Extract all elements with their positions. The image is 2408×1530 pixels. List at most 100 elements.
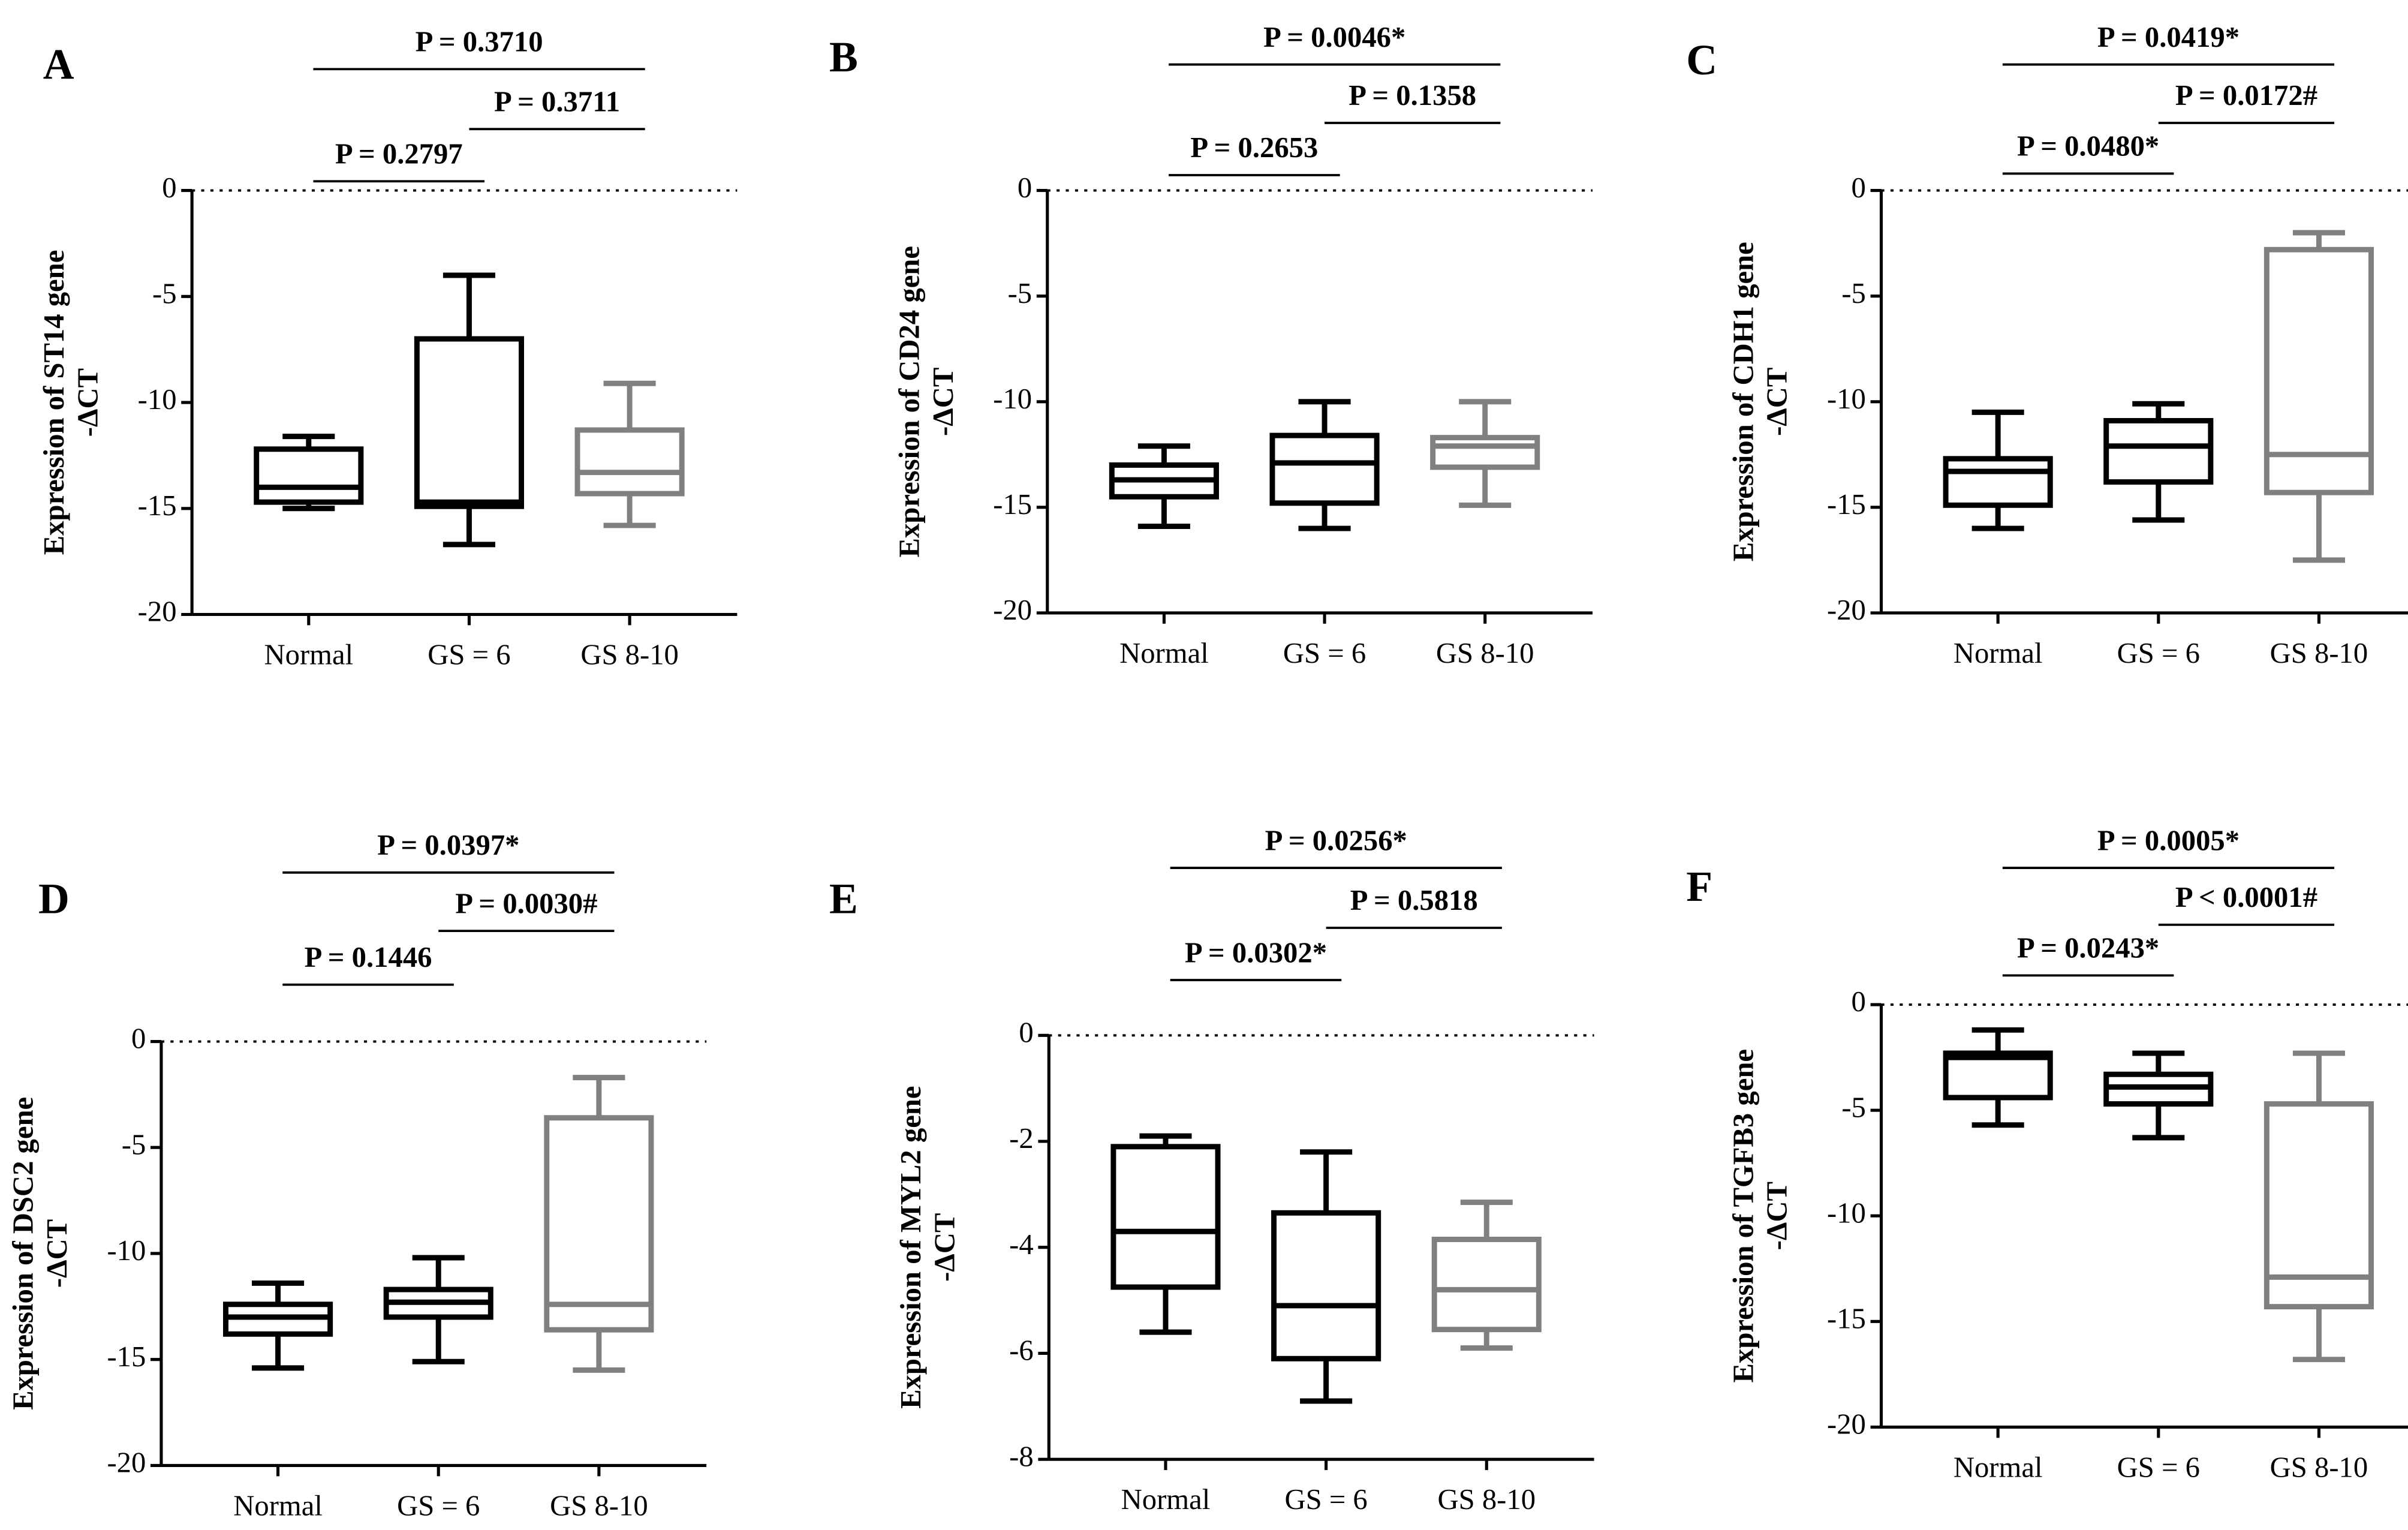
y-axis-label: -ΔCT	[928, 1213, 961, 1282]
panel: F Expression of TGFB3 gene -ΔCT 0 -5 -10 -15 -2…	[1686, 824, 2408, 1483]
y-tick-label: -20	[1827, 1408, 1866, 1441]
p-value: P = 0.2797	[335, 137, 463, 170]
y-tick-label: 0	[1018, 172, 1032, 204]
p-value: P = 0.0256*	[1265, 824, 1407, 856]
p-value: P = 0.1446	[305, 941, 432, 973]
y-tick-label: 0	[1852, 985, 1866, 1018]
y-tick-label: -10	[993, 383, 1032, 415]
p-value: P = 0.0172#	[2175, 79, 2317, 112]
box	[2103, 417, 2214, 485]
x-tick-label: GS 8-10	[1437, 1483, 1536, 1516]
y-axis-label: Expression of ST14 gene	[38, 250, 70, 555]
y-tick-label: -5	[1841, 1091, 1866, 1123]
p-value: P = 0.0046*	[1263, 21, 1405, 53]
p-value: P = 0.5818	[1350, 884, 1478, 916]
x-tick-label: GS 8-10	[2270, 637, 2368, 669]
p-value: P = 0.0030#	[455, 887, 597, 919]
y-tick-label: -20	[1827, 594, 1866, 626]
y-tick-label: 0	[131, 1023, 146, 1055]
y-axis-label: Expression of CD24 gene	[893, 246, 926, 557]
panel-label: D	[38, 874, 70, 922]
y-tick-label: -5	[1841, 277, 1866, 309]
y-tick-label: -8	[1009, 1440, 1034, 1472]
y-tick-label: -4	[1009, 1228, 1034, 1261]
x-tick-label: GS = 6	[397, 1489, 480, 1522]
y-tick-label: -5	[122, 1128, 146, 1161]
x-tick-label: GS = 6	[2117, 637, 2200, 669]
x-tick-label: Normal	[1954, 637, 2043, 669]
x-tick-label: Normal	[1954, 1451, 2043, 1483]
y-tick-label: -5	[152, 277, 177, 309]
panel-label: B	[829, 33, 858, 81]
p-value: P = 0.0480*	[2017, 130, 2159, 163]
y-axis-label: -ΔCT	[1761, 1182, 1793, 1250]
y-tick-label: -15	[1827, 488, 1866, 521]
panel: C Expression of CDH1 gene -ΔCT 0 -5 -10 -15 -20…	[1686, 21, 2408, 669]
y-tick-label: 0	[162, 172, 176, 204]
x-tick-label: GS 8-10	[1436, 637, 1534, 669]
y-tick-label: -2	[1009, 1122, 1034, 1155]
panel: D Expression of DSC2 gene -ΔCT 0 -5 -10 -15 -20…	[7, 829, 707, 1522]
y-axis-label: -ΔCT	[927, 368, 959, 436]
y-axis-label: Expression of MYL2 gene	[895, 1086, 927, 1409]
panel: E Expression of MYL2 gene -ΔCT 0 -2 -4 -6 -8 Nor…	[829, 824, 1594, 1516]
box	[1269, 432, 1380, 506]
x-tick-label: GS 8-10	[580, 638, 679, 671]
box	[1431, 1236, 1542, 1333]
y-tick-label: -10	[107, 1234, 146, 1267]
panel-label: A	[43, 41, 74, 89]
box	[1430, 435, 1540, 470]
y-axis-label: -ΔCT	[71, 368, 104, 437]
y-axis-label: -ΔCT	[41, 1219, 73, 1288]
y-tick-label: -6	[1009, 1334, 1034, 1367]
y-tick-label: 0	[1019, 1016, 1033, 1048]
x-tick-label: Normal	[233, 1489, 323, 1522]
box	[574, 427, 685, 497]
y-tick-label: -10	[1827, 383, 1866, 415]
y-tick-label: -5	[1008, 277, 1033, 309]
box	[1110, 1144, 1221, 1290]
y-tick-label: -15	[993, 488, 1032, 521]
panel: B Expression of CD24 gene -ΔCT 0 -5 -10 -15 -20…	[829, 21, 1593, 669]
p-value: P = 0.1358	[1349, 79, 1476, 112]
panel-label: E	[829, 874, 858, 922]
panel-label: C	[1686, 36, 1717, 84]
x-tick-label: GS 8-10	[2270, 1451, 2368, 1483]
y-axis-label: Expression of DSC2 gene	[7, 1097, 40, 1410]
p-value: P < 0.0001#	[2175, 881, 2317, 913]
x-tick-label: GS = 6	[1284, 1483, 1367, 1516]
y-axis-label: -ΔCT	[1761, 368, 1793, 436]
y-tick-label: -10	[138, 383, 177, 416]
box	[254, 446, 364, 505]
box	[414, 336, 525, 509]
p-value: P = 0.3711	[494, 85, 620, 118]
p-value: P = 0.3710	[416, 25, 543, 58]
x-tick-label: GS 8-10	[550, 1489, 648, 1522]
y-tick-label: -20	[107, 1447, 146, 1479]
y-tick-label: -20	[993, 594, 1032, 626]
y-tick-label: -10	[1827, 1197, 1866, 1229]
p-value: P = 0.0005*	[2097, 824, 2240, 856]
x-tick-label: Normal	[1121, 1483, 1211, 1516]
box	[2263, 1101, 2374, 1310]
y-axis-label: Expression of TGFB3 gene	[1727, 1049, 1759, 1382]
p-value: P = 0.0397*	[377, 829, 519, 861]
y-tick-label: -15	[138, 489, 177, 522]
x-tick-label: Normal	[1119, 637, 1209, 669]
p-value: P = 0.0243*	[2017, 932, 2159, 964]
y-tick-label: -15	[1827, 1302, 1866, 1334]
box	[1271, 1210, 1381, 1361]
p-value: P = 0.0419*	[2097, 21, 2240, 53]
x-tick-label: GS = 6	[2117, 1451, 2200, 1483]
box	[544, 1115, 654, 1333]
x-tick-label: Normal	[264, 638, 353, 671]
y-axis-label: Expression of CDH1 gene	[1727, 242, 1759, 561]
y-tick-label: -20	[138, 596, 177, 628]
p-value: P = 0.0302*	[1185, 936, 1327, 969]
p-value: P = 0.2653	[1190, 131, 1318, 164]
box	[2263, 247, 2374, 495]
box	[1943, 456, 2053, 508]
y-tick-label: 0	[1852, 172, 1866, 204]
x-tick-label: GS = 6	[1283, 637, 1366, 669]
